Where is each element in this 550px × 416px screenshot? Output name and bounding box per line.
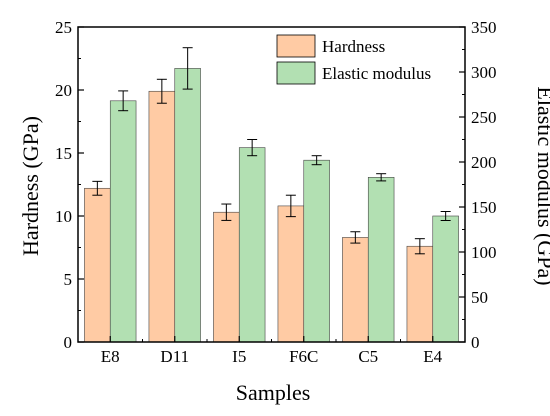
x-tick-label-E4: E4 [423,347,442,366]
legend-swatch-elastic-modulus [276,61,316,85]
bar-hardness-C5 [342,237,369,343]
bars-layer [84,68,459,343]
x-tick-label-D11: D11 [160,347,189,366]
bar-hardness-E8 [84,187,111,343]
legend: Hardness Elastic modulus [276,34,431,85]
y-right-tick-label-50: 50 [471,288,488,307]
bar-elastic-modulus-E8 [109,100,137,343]
y-axis-right: 0 50 100 150 200 250 300 350 [459,18,497,352]
x-tick-label-E8: E8 [101,347,120,366]
x-axis: E8 D11 I5 F6C C5 E4 [101,336,443,366]
bar-elastic-modulus-E4 [432,215,459,343]
y-left-tick-label-0: 0 [64,333,73,352]
y-axis-left: 0 5 10 15 20 25 [55,18,84,352]
bar-elastic-modulus-C5 [367,177,395,343]
y-right-tick-label-200: 200 [471,153,497,172]
bar-hardness-F6C [277,205,305,343]
x-tick-label-I5: I5 [232,347,246,366]
legend-label-hardness: Hardness [322,37,385,56]
y-left-tick-label-15: 15 [55,144,72,163]
y-left-tick-label-20: 20 [55,81,72,100]
bar-hardness-I5 [213,211,240,343]
y-axis-left-title: Hardness (GPa) [18,116,43,256]
x-tick-label-F6C: F6C [289,347,318,366]
y-left-tick-label-25: 25 [55,18,72,37]
bar-hardness-D11 [148,90,176,343]
bar-elastic-modulus-D11 [174,68,201,343]
y-right-tick-label-100: 100 [471,243,497,262]
y-right-tick-label-250: 250 [471,108,497,127]
y-right-tick-label-350: 350 [471,18,497,37]
bar-elastic-modulus-F6C [303,159,330,343]
bar-elastic-modulus-I5 [238,147,266,343]
y-axis-right-title: Elastic modulus (GPa) [533,86,550,285]
x-axis-title: Samples [236,380,311,405]
y-right-tick-label-0: 0 [471,333,480,352]
y-right-tick-label-300: 300 [471,63,497,82]
y-right-tick-label-150: 150 [471,198,497,217]
y-left-tick-label-5: 5 [64,270,73,289]
error-bars-layer [92,47,451,255]
y-left-tick-label-10: 10 [55,207,72,226]
x-tick-label-C5: C5 [358,347,378,366]
legend-label-elastic-modulus: Elastic modulus [322,64,431,83]
legend-swatch-hardness [276,34,316,58]
bar-hardness-E4 [406,245,434,343]
